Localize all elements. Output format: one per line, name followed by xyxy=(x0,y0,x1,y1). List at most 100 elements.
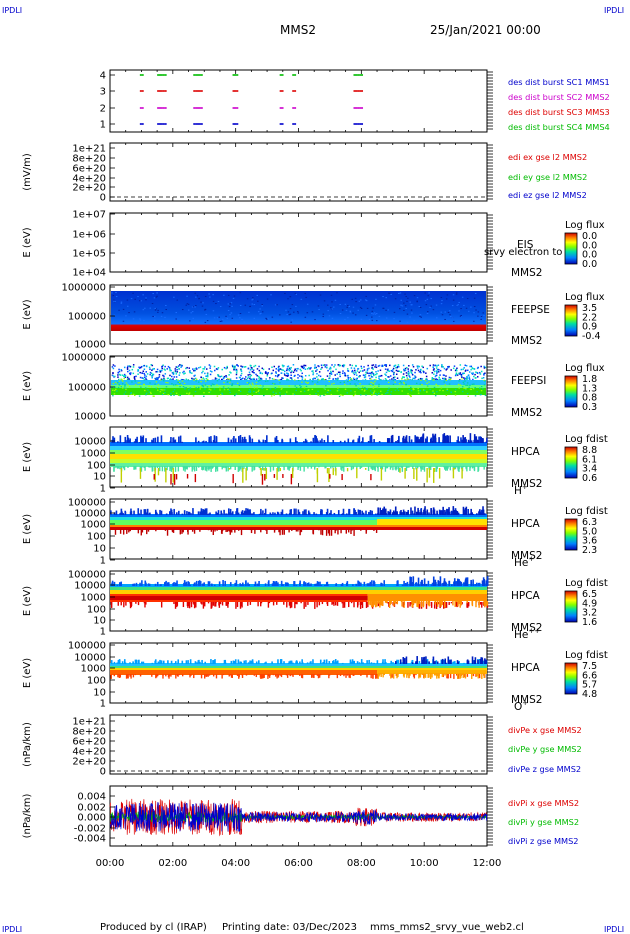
heatmap-spike xyxy=(258,581,260,586)
heatmap-speckle xyxy=(231,365,234,368)
heatmap-speckle xyxy=(387,392,389,394)
heatmap-speckle xyxy=(417,392,420,394)
instrument-label: HPCA xyxy=(511,590,541,602)
heatmap-speckle xyxy=(365,394,367,396)
heatmap-speckle xyxy=(280,372,283,374)
heatmap-spike xyxy=(188,466,190,468)
heatmap-spike xyxy=(262,674,264,679)
heatmap-speckle xyxy=(288,367,291,370)
heatmap-spike xyxy=(468,441,470,443)
heatmap-spike xyxy=(306,583,309,586)
heatmap-speckle xyxy=(267,380,269,382)
heatmap-speckle xyxy=(285,309,287,311)
heatmap-spike xyxy=(275,435,278,443)
heatmap-speckle xyxy=(233,368,235,371)
heatmap-speckle xyxy=(283,374,286,376)
heatmap-spike xyxy=(137,602,140,606)
heatmap-speckle xyxy=(304,374,307,377)
heatmap-spike xyxy=(373,582,376,586)
heatmap-spike xyxy=(255,661,258,664)
heatmap-spike xyxy=(156,466,159,469)
heatmap-speckle xyxy=(112,372,114,374)
heatmap-spike xyxy=(303,602,305,609)
heatmap-speckle xyxy=(445,379,448,381)
heatmap-speckle xyxy=(125,315,127,317)
heatmap-speckle xyxy=(131,381,133,383)
heatmap-speckle xyxy=(424,292,426,294)
heatmap-speckle xyxy=(300,369,302,372)
heatmap-spike xyxy=(449,660,451,664)
heatmap-spike xyxy=(312,437,315,443)
heatmap-speckle xyxy=(249,376,251,378)
legend-entry: des dist burst SC1 MMS1 xyxy=(508,77,610,87)
heatmap-speckle xyxy=(331,364,333,366)
heatmap-spike xyxy=(408,435,411,443)
heatmap-speckle xyxy=(393,311,396,313)
heatmap-speckle xyxy=(476,372,479,374)
heatmap-spike xyxy=(428,601,431,603)
heatmap-spike xyxy=(320,584,323,586)
heatmap-speckle xyxy=(220,375,223,378)
colorbar-tick-label: 0.0 xyxy=(582,259,597,270)
heatmap-speckle xyxy=(370,372,373,374)
heatmap-spike xyxy=(299,529,301,536)
heatmap-speckle xyxy=(366,307,369,309)
colorbar-tick-label: 0.3 xyxy=(582,402,597,413)
heatmap-spike xyxy=(404,468,406,479)
heatmap-speckle xyxy=(143,372,145,375)
heatmap-spike xyxy=(144,602,146,608)
heatmap-spike xyxy=(272,602,275,606)
heatmap-spike xyxy=(292,674,294,677)
heatmap-spike xyxy=(282,474,284,478)
heatmap-spike xyxy=(318,466,320,468)
heatmap-speckle xyxy=(175,371,177,373)
heatmap-spike xyxy=(315,513,318,515)
heatmap-spike xyxy=(284,582,287,586)
heatmap-speckle xyxy=(429,364,431,367)
x-tick-label: 12:00 xyxy=(473,858,502,869)
heatmap-speckle xyxy=(181,309,184,311)
heatmap-speckle xyxy=(275,371,277,373)
heatmap-speckle xyxy=(205,375,207,377)
heatmap-spike xyxy=(207,674,209,677)
heatmap-speckle xyxy=(112,395,114,397)
heatmap-spike xyxy=(190,513,192,515)
heatmap-speckle xyxy=(206,320,209,322)
heatmap-spike xyxy=(377,466,379,472)
heatmap-spike xyxy=(417,436,419,443)
heatmap-band xyxy=(111,385,486,389)
heatmap-spike xyxy=(477,466,479,472)
burst-mark xyxy=(195,74,198,76)
heatmap-spike xyxy=(380,468,383,481)
heatmap-speckle xyxy=(167,394,170,396)
heatmap-speckle xyxy=(278,370,280,372)
heatmap-speckle xyxy=(184,372,186,375)
heatmap-speckle xyxy=(330,371,332,374)
heatmap-speckle xyxy=(125,387,127,389)
heatmap-speckle xyxy=(143,368,146,370)
heatmap-spike xyxy=(312,674,314,678)
heatmap-spike xyxy=(249,437,251,443)
heatmap-speckle xyxy=(415,382,418,384)
heatmap-speckle xyxy=(348,305,351,307)
y-tick-label: 10 xyxy=(93,616,106,627)
heatmap-speckle xyxy=(265,317,267,319)
heatmap-spike xyxy=(264,439,267,443)
heatmap-spike xyxy=(260,602,262,607)
heatmap-speckle xyxy=(316,379,319,381)
heatmap-spike xyxy=(212,674,215,677)
heatmap-speckle xyxy=(141,372,143,374)
burst-mark xyxy=(139,123,142,125)
legend-entry: divPi z gse MMS2 xyxy=(508,836,579,846)
heatmap-spike xyxy=(251,466,253,472)
heatmap-speckle xyxy=(126,305,129,307)
colorbar xyxy=(564,518,578,551)
heatmap-speckle xyxy=(375,364,377,366)
heatmap-spike xyxy=(227,602,229,608)
heatmap-spike xyxy=(310,674,313,678)
heatmap-spike xyxy=(197,580,200,586)
heatmap-speckle xyxy=(314,319,316,321)
legend-entry: des dist burst SC2 MMS2 xyxy=(508,92,610,102)
heatmap-speckle xyxy=(235,368,238,371)
